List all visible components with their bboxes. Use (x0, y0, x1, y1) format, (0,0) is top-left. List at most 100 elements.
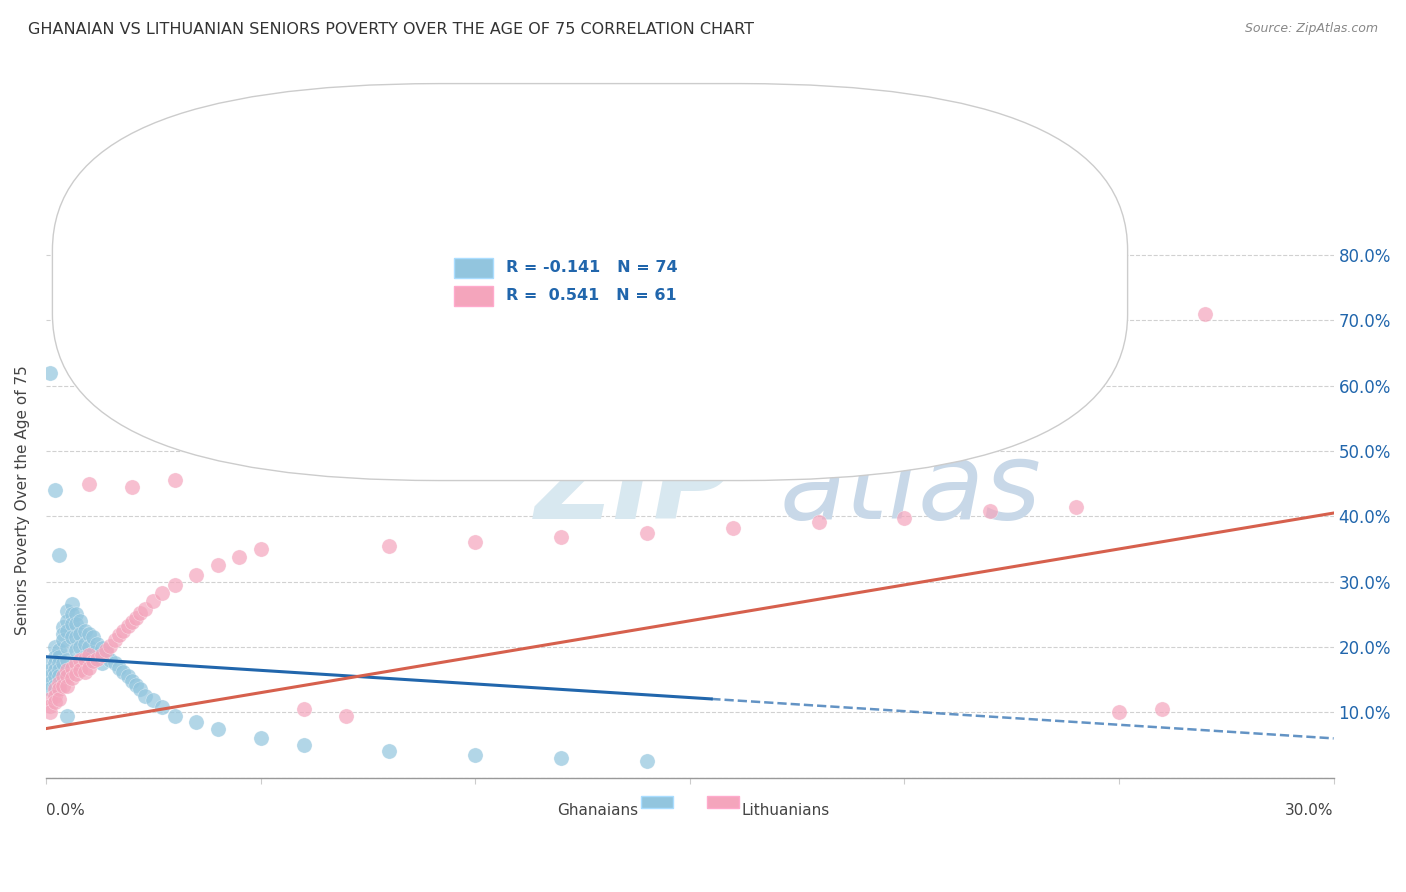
FancyBboxPatch shape (52, 84, 1128, 481)
Point (125, 678, 148, 692)
Point (335, 708, 357, 723)
Point (98, 639, 121, 653)
Point (150, 586, 173, 600)
Point (82, 630, 104, 644)
Point (69, 663, 91, 677)
Point (77, 627, 100, 641)
Text: Ghanaians: Ghanaians (557, 803, 638, 818)
Point (94, 647, 117, 661)
Point (48, 649, 70, 664)
Point (56, 614, 79, 628)
Point (60, 630, 83, 644)
Text: Lithuanians: Lithuanians (741, 803, 830, 818)
Point (94, 643, 117, 657)
Point (65, 643, 87, 657)
Point (60, 617, 83, 632)
Point (44, 649, 66, 664)
Point (69, 627, 91, 641)
Point (44, 696, 66, 710)
Point (65, 630, 87, 644)
Point (48, 663, 70, 677)
Point (39, 682, 62, 697)
Point (48, 682, 70, 697)
Point (1108, 705, 1130, 719)
Point (60, 607, 83, 622)
Point (65, 607, 87, 622)
Point (77, 661, 100, 675)
Point (48, 692, 70, 706)
Point (39, 705, 62, 719)
Point (77, 476, 100, 491)
Point (56, 604, 79, 618)
Point (464, 535, 486, 549)
Point (44, 640, 66, 654)
Point (44, 669, 66, 683)
Point (44, 663, 66, 677)
Point (108, 661, 131, 675)
Point (44, 689, 66, 703)
Text: Source: ZipAtlas.com: Source: ZipAtlas.com (1244, 22, 1378, 36)
Point (121, 615, 143, 629)
Point (125, 610, 148, 624)
Point (44, 682, 66, 697)
Point (39, 657, 62, 671)
Point (893, 510, 915, 524)
Point (249, 731, 271, 746)
Point (73, 649, 96, 664)
Point (142, 693, 165, 707)
Point (69, 653, 91, 667)
Point (1150, 702, 1173, 716)
Point (112, 624, 135, 638)
Point (77, 648, 100, 662)
Point (90, 657, 112, 671)
Point (39, 663, 62, 677)
Point (44, 483, 66, 498)
Point (721, 521, 744, 535)
Point (60, 661, 83, 675)
Point (134, 602, 156, 616)
Point (82, 654, 104, 668)
Point (186, 714, 208, 729)
Point (86, 637, 108, 651)
Point (1064, 500, 1087, 514)
Point (292, 738, 315, 752)
Point (69, 640, 91, 654)
Point (86, 651, 108, 665)
Point (90, 648, 112, 662)
Point (48, 676, 70, 690)
Point (48, 549, 70, 563)
Text: 30.0%: 30.0% (1285, 803, 1334, 818)
Point (378, 744, 401, 758)
Point (207, 722, 229, 736)
Point (108, 628, 131, 642)
Point (60, 598, 83, 612)
Point (112, 665, 135, 679)
Point (86, 649, 108, 664)
Point (121, 673, 143, 688)
Point (77, 640, 100, 654)
Point (73, 637, 96, 651)
Point (56, 640, 79, 654)
Point (163, 578, 186, 592)
Point (60, 671, 83, 685)
Point (117, 669, 139, 683)
Bar (707, 796, 738, 808)
Point (52, 620, 75, 634)
Y-axis label: Seniors Poverty Over the Age of 75: Seniors Poverty Over the Age of 75 (15, 365, 30, 635)
Point (56, 653, 79, 667)
Point (186, 568, 208, 582)
Point (464, 747, 486, 762)
Point (121, 480, 143, 494)
Point (550, 530, 572, 544)
Point (52, 627, 75, 641)
Text: 0.0%: 0.0% (46, 803, 84, 818)
Bar (454, 286, 492, 306)
Point (52, 657, 75, 671)
Point (129, 606, 152, 620)
Point (163, 708, 186, 723)
Point (292, 702, 315, 716)
Point (39, 698, 62, 713)
Text: atlas: atlas (780, 436, 1042, 541)
Point (104, 633, 127, 648)
Point (979, 504, 1001, 518)
